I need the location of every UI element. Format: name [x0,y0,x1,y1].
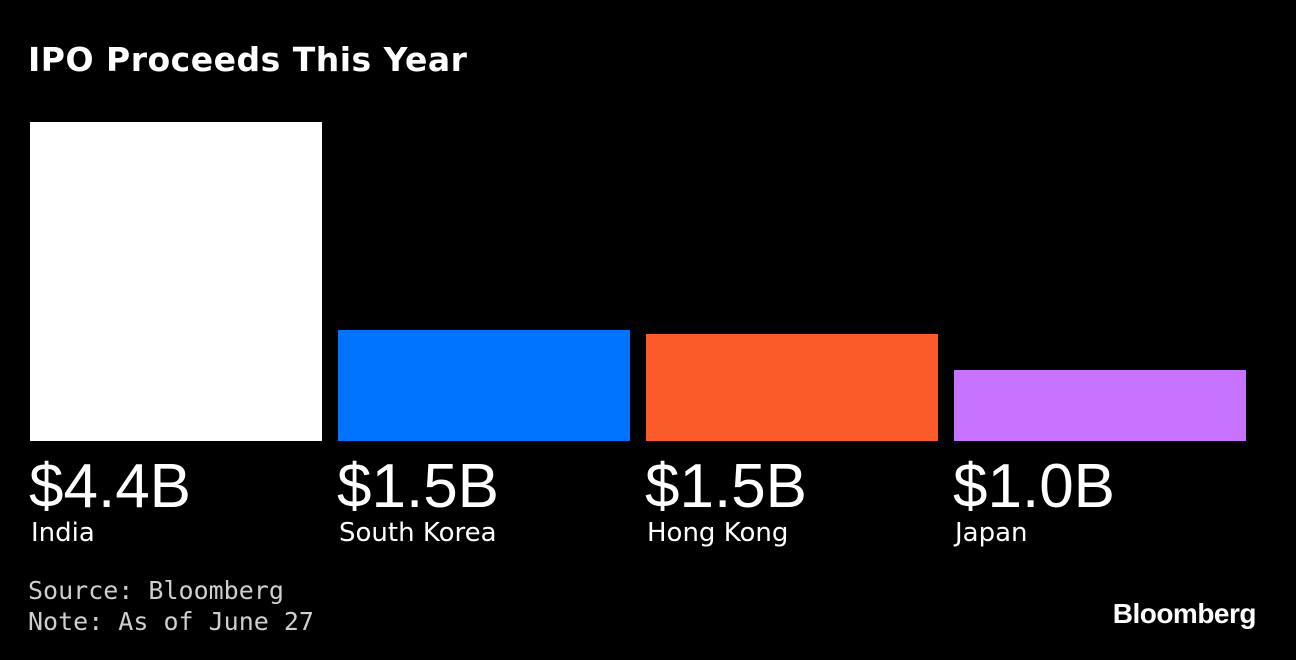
bloomberg-logo: Bloomberg [1112,598,1257,629]
category-label: India [31,518,95,548]
bar-japan [954,369,1246,441]
source-note: Source: Bloomberg [28,576,284,605]
chart-footer: Source: Bloomberg Note: As of June 27 [28,575,314,637]
category-label: Hong Kong [647,518,789,548]
bar-hong-kong [646,333,938,441]
value-label: $1.5B [645,452,808,521]
bar-india [30,122,322,441]
category-label: South Korea [339,518,497,548]
value-label: $1.5B [337,452,500,521]
chart-title: IPO Proceeds This Year [28,40,468,79]
value-label: $4.4B [29,452,192,521]
bar-south-korea [338,330,630,441]
category-label: Japan [955,518,1028,548]
date-note: Note: As of June 27 [28,607,314,636]
value-label: $1.0B [953,452,1116,521]
